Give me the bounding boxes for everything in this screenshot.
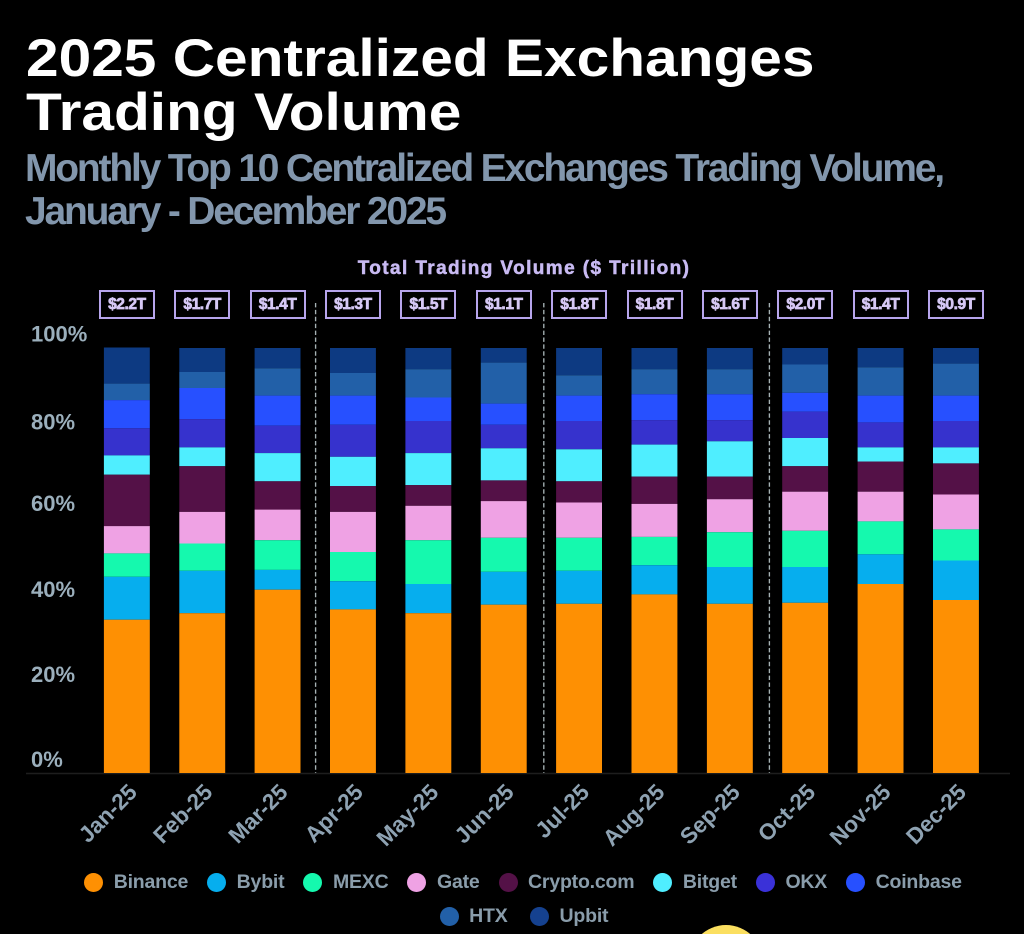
svg-text:Sep-25: Sep-25 [675,779,745,849]
svg-text:Jul-25: Jul-25 [530,779,594,843]
svg-text:Mar-25: Mar-25 [224,779,293,848]
svg-text:Nov-25: Nov-25 [825,779,896,850]
svg-text:May-25: May-25 [372,779,444,851]
svg-text:Apr-25: Apr-25 [300,779,368,847]
svg-text:40%: 40% [31,577,75,602]
svg-text:80%: 80% [31,410,75,435]
svg-text:60%: 60% [31,491,75,516]
svg-text:0%: 0% [31,747,63,772]
svg-text:Feb-25: Feb-25 [148,779,217,848]
svg-text:Dec-25: Dec-25 [901,779,971,849]
svg-text:Oct-25: Oct-25 [753,779,820,846]
svg-text:Aug-25: Aug-25 [598,779,670,851]
svg-text:100%: 100% [31,321,87,346]
svg-text:20%: 20% [31,662,75,687]
svg-text:Jun-25: Jun-25 [450,779,519,848]
svg-text:Jan-25: Jan-25 [74,779,142,847]
